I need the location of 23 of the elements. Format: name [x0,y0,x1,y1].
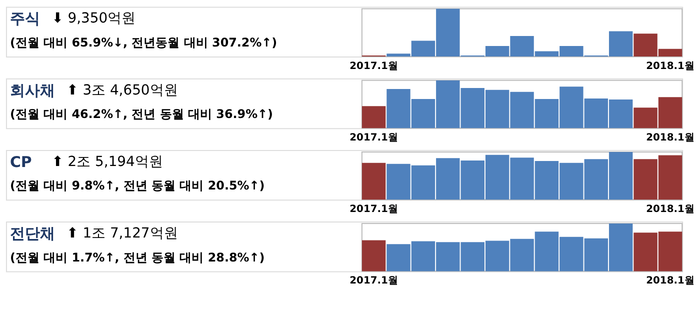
text: (전월 대비 9.8%↑, 전년 동월 대비 20.5%↑) [10,178,265,193]
x-tick-label: 2017.1월 [350,60,398,72]
text: (전월 대비 65.9%↓, 전년동월 대비 307.2%↑) [10,36,278,50]
text: ⬇ 9,350억원 [52,10,136,27]
text: (전월 대비 1.7%↑, 전년 동월 대비 28.8%↑) [10,250,265,264]
text: 전단채 [10,224,55,242]
bar [362,162,386,200]
text: 회사채 [10,81,55,100]
bar [362,106,386,128]
text: (전월 대비 46.2%↑, 전년 동월 대비 36.9%↑) [10,107,273,122]
x-tick-label: 2018.1월 [646,132,694,144]
x-tick-label: 2017.1월 [350,132,398,144]
text: CP [10,152,32,171]
x-tick-label: 2017.1월 [350,276,398,287]
text: ⬆ 3조 4,650억원 [66,82,178,98]
text: 주식 [10,10,40,28]
text: ⬆ 1조 7,127억원 [66,225,178,242]
x-tick-label: 2017.1월 [350,204,398,216]
text: ⬆ 2조 5,194억원 [52,154,163,170]
x-tick-label: 2018.1월 [646,204,694,216]
x-tick-label: 2018.1월 [646,60,694,72]
bar [362,240,386,272]
x-tick-label: 2018.1월 [646,276,694,287]
